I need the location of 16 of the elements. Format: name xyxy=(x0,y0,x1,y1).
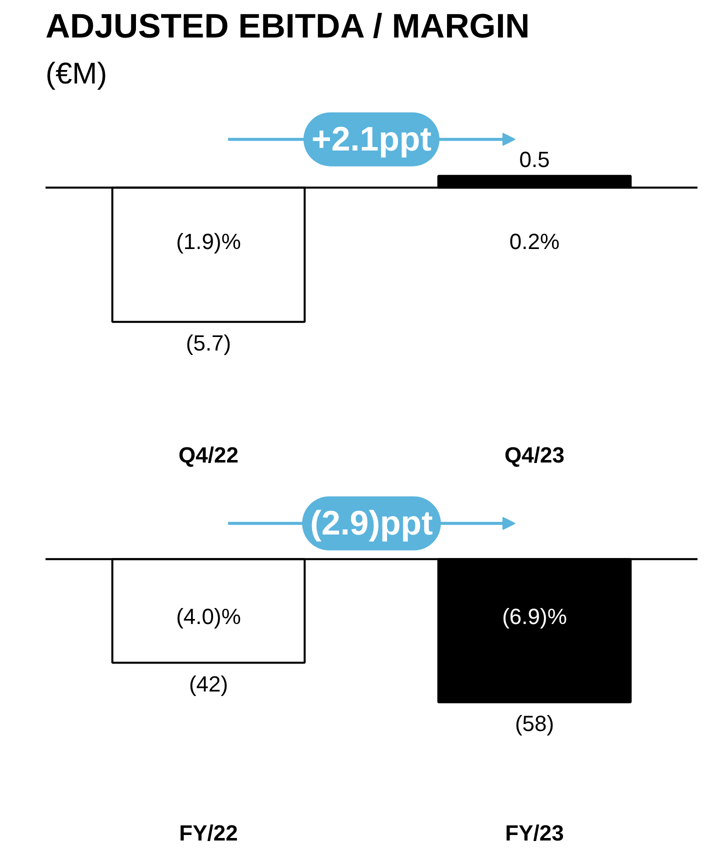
data-label: 0.5 xyxy=(519,147,550,172)
data-label: (5.7) xyxy=(186,330,232,356)
x-tick-label: FY/23 xyxy=(505,820,564,846)
chart-subtitle: (€M) xyxy=(46,58,108,90)
x-tick-label: Q4/22 xyxy=(178,442,238,468)
annotation: (1.9)% xyxy=(176,228,241,254)
data-label: (42) xyxy=(188,671,228,696)
annotation: (6.9)% xyxy=(502,604,567,629)
annotation: (4.0)% xyxy=(176,604,241,629)
annotation: 0.2% xyxy=(509,228,560,254)
text: (2.9)ppt xyxy=(310,504,433,542)
data-label: (58) xyxy=(514,710,554,736)
x-tick-label: FY/22 xyxy=(179,820,238,846)
chart-title: ADJUSTED EBITDA / MARGIN xyxy=(46,8,530,46)
text: +2.1ppt xyxy=(312,120,432,158)
x-tick-label: Q4/23 xyxy=(504,442,564,468)
